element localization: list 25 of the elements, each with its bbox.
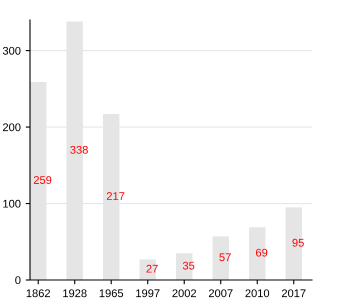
x-tick-label: 2002 [172, 289, 196, 298]
data-label: 217 [106, 192, 124, 200]
data-label: 27 [146, 264, 158, 273]
x-tick-label: 1997 [136, 289, 160, 298]
bar [249, 227, 266, 280]
data-label: 259 [34, 176, 52, 184]
bar [212, 236, 229, 280]
y-tick-label: 300 [2, 46, 21, 55]
x-tick-label: 1965 [100, 289, 124, 298]
x-tick-label: 1928 [63, 289, 87, 298]
bar [286, 207, 302, 280]
x-tick-label: 1862 [26, 289, 50, 298]
x-tick-label: 2017 [282, 289, 306, 298]
data-label: 35 [182, 262, 194, 270]
y-tick-label: 200 [2, 123, 21, 132]
x-tick-label: 2010 [245, 289, 270, 298]
bar [176, 253, 192, 280]
data-label: 338 [70, 146, 88, 154]
data-label: 57 [219, 253, 231, 262]
data-label: 69 [256, 248, 268, 257]
y-tick-label: 0 [15, 276, 21, 284]
bar [140, 259, 156, 280]
x-tick-label: 2007 [208, 289, 233, 298]
data-label: 95 [292, 238, 304, 247]
y-tick-label: 100 [3, 200, 21, 208]
